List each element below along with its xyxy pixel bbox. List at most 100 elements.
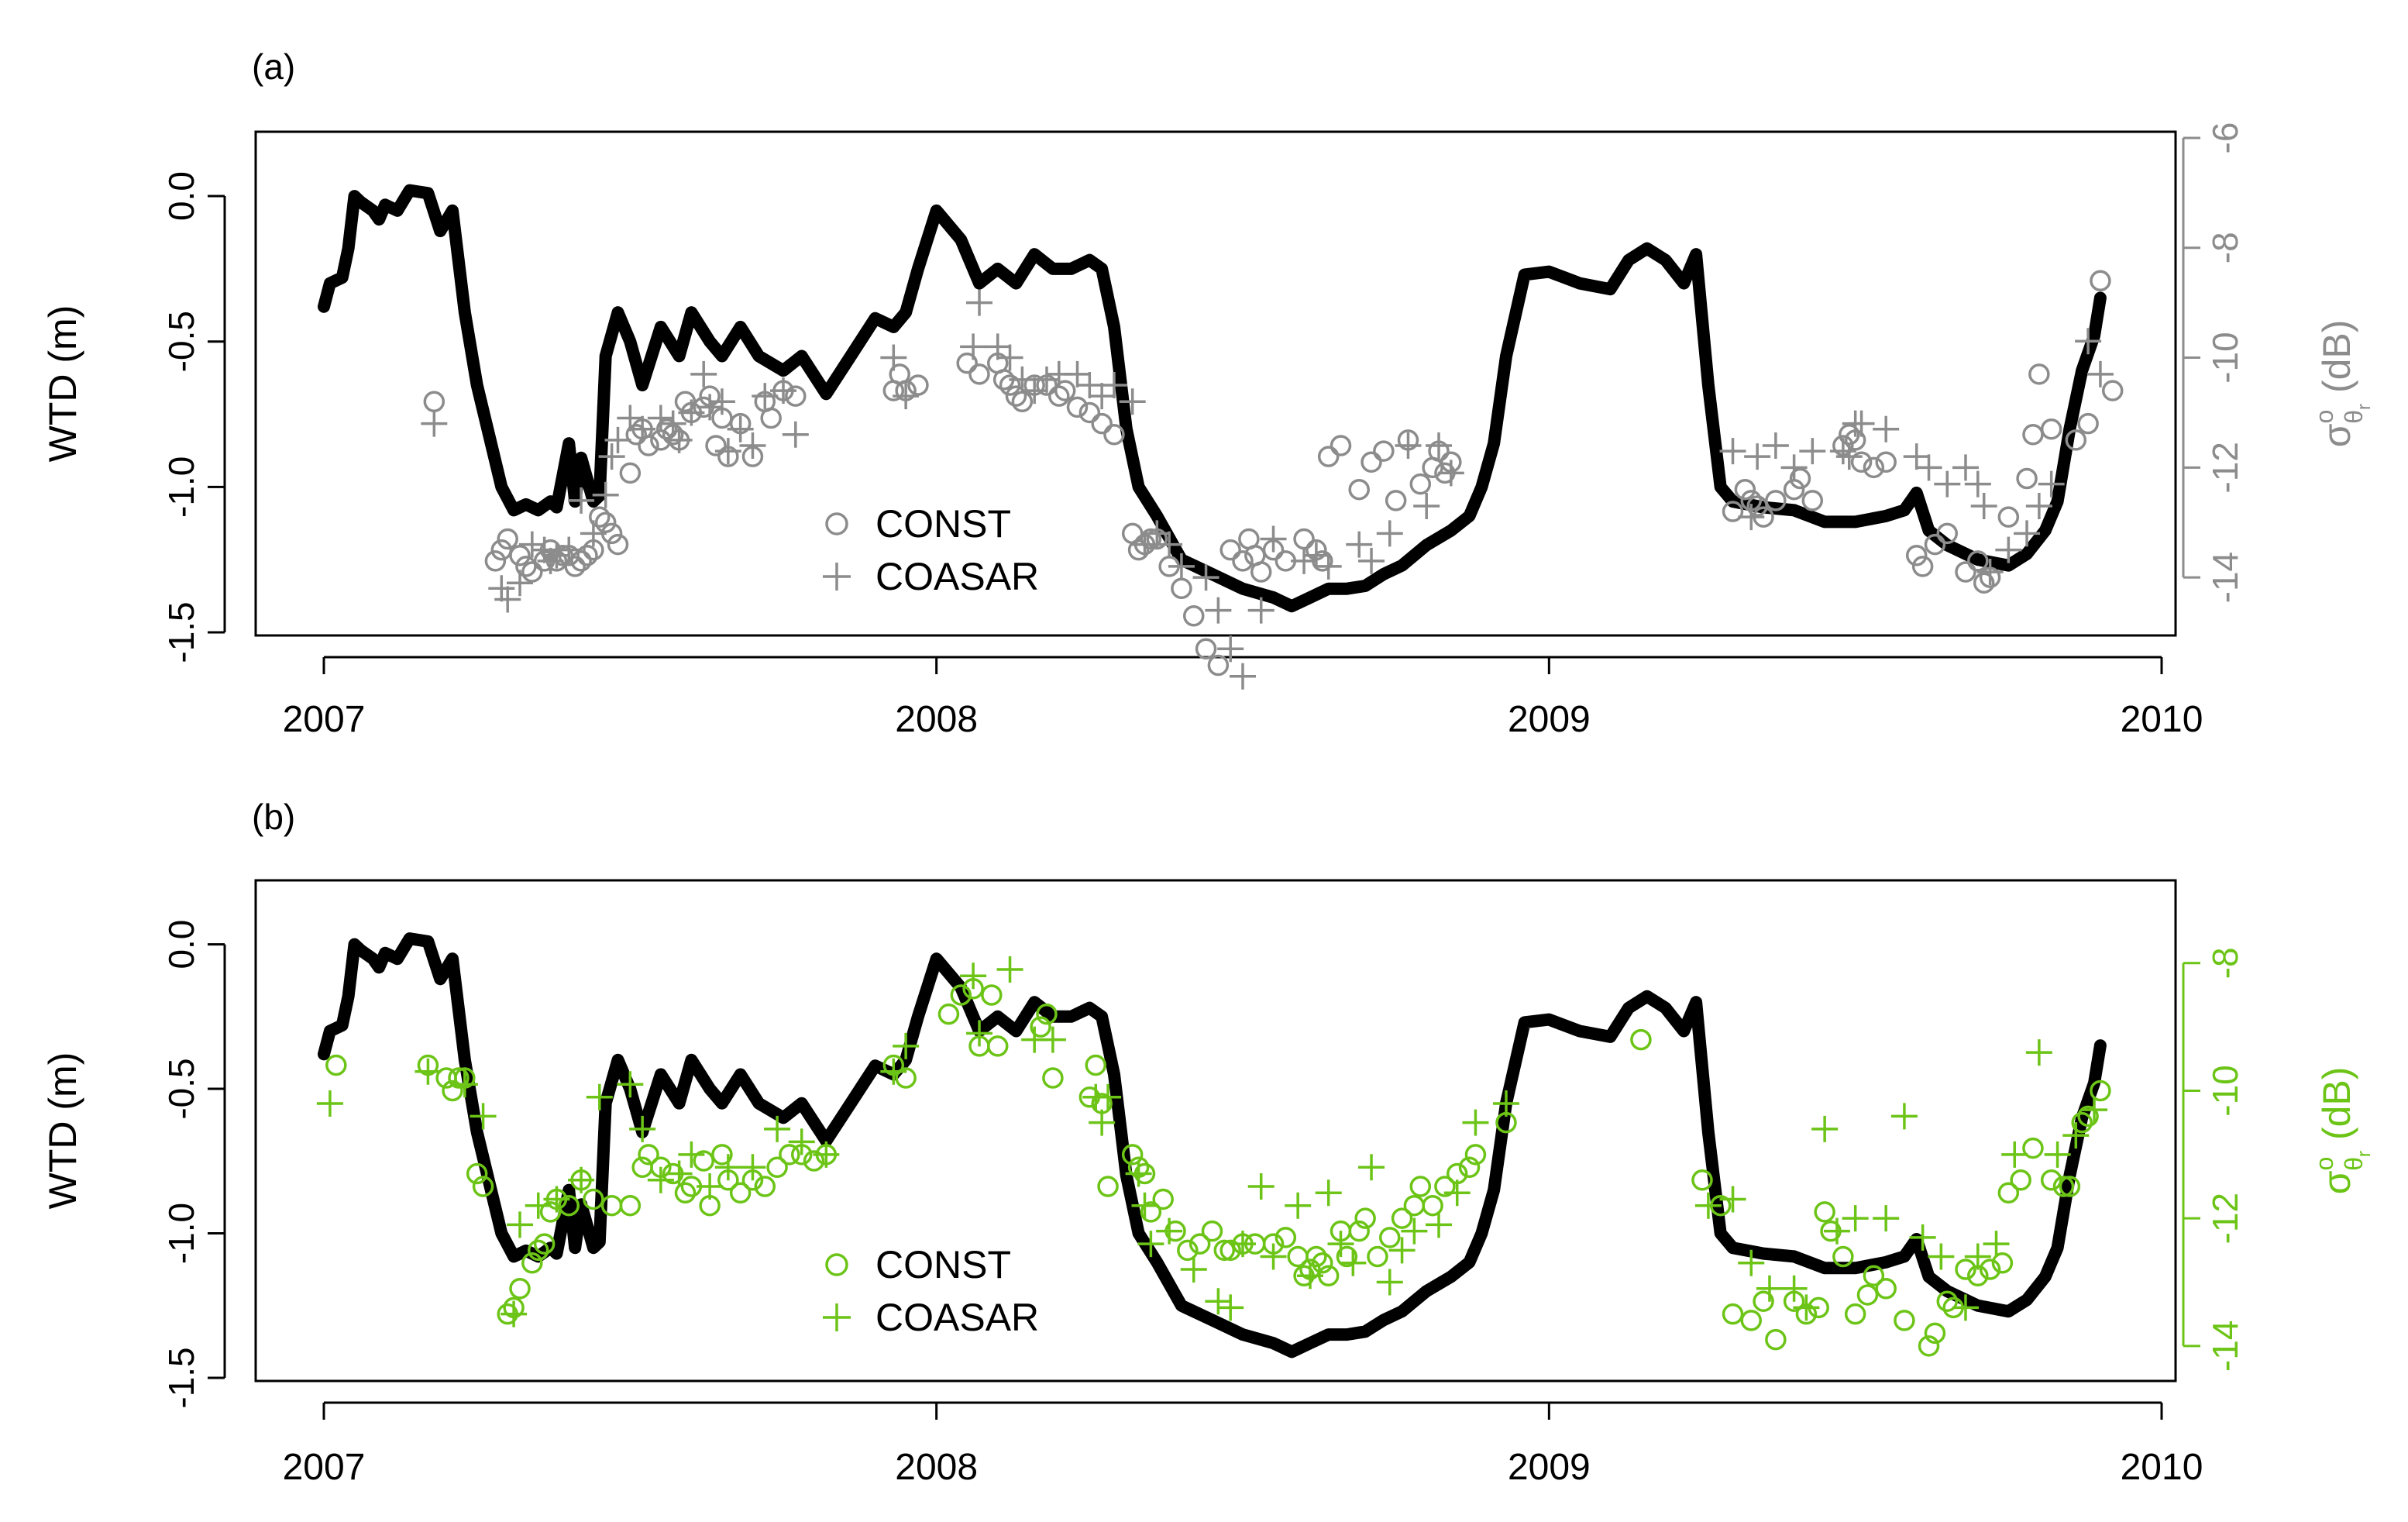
point-coasar — [739, 1154, 766, 1181]
point-coasar — [1873, 415, 1900, 442]
legend-const-symbol — [825, 512, 848, 535]
point-const — [1753, 1290, 1774, 1312]
point-const — [2022, 1137, 2044, 1159]
point-coasar — [586, 1083, 613, 1111]
point-coasar — [556, 536, 583, 563]
point-coasar — [647, 1166, 674, 1193]
point-coasar — [1346, 531, 1373, 558]
point-coasar — [2014, 520, 2041, 547]
point-coasar — [415, 1058, 442, 1085]
point-coasar — [1970, 492, 1997, 519]
point-const — [2090, 270, 2111, 292]
point-coasar — [421, 410, 448, 437]
point-coasar — [678, 399, 705, 426]
x-tick-label: 2009 — [1508, 1447, 1591, 1488]
point-coasar — [1131, 531, 1158, 558]
point-const — [472, 1176, 494, 1197]
y-tick-left-label: -0.5 — [161, 1058, 201, 1119]
point-coasar — [501, 1300, 528, 1327]
point-const — [1201, 1220, 1223, 1242]
point-const — [2028, 363, 2050, 385]
point-const — [1275, 1227, 1297, 1248]
point-coasar — [1119, 388, 1146, 415]
point-coasar — [996, 344, 1023, 371]
point-const — [509, 545, 531, 566]
point-const — [576, 545, 598, 566]
point-coasar — [2062, 1122, 2090, 1149]
x-tick-label: 2007 — [283, 699, 366, 740]
point-const — [1722, 1303, 1744, 1325]
point-coasar — [1744, 443, 1771, 470]
point-coasar — [1260, 1243, 1287, 1270]
point-const — [729, 1182, 752, 1203]
point-coasar — [1437, 460, 1464, 487]
point-coasar — [1719, 438, 1746, 465]
point-coasar — [1217, 1294, 1244, 1321]
point-const — [1997, 1182, 2020, 1203]
point-coasar — [678, 1141, 705, 1168]
point-const — [1348, 1220, 1370, 1242]
point-const — [1091, 412, 1113, 435]
point-const — [1844, 1303, 1866, 1325]
point-coasar — [1376, 520, 1403, 547]
point-coasar — [697, 394, 724, 421]
point-coasar — [727, 415, 754, 442]
point-coasar — [1131, 1192, 1158, 1219]
point-const — [325, 1054, 347, 1076]
point-const — [785, 385, 807, 407]
point-coasar — [1137, 1231, 1164, 1258]
x-tick-label: 2007 — [283, 1447, 366, 1488]
point-coasar — [1358, 547, 1385, 574]
point-coasar — [966, 1020, 993, 1047]
point-coasar — [1462, 1109, 1489, 1136]
point-coasar — [1395, 432, 1422, 459]
point-const — [1918, 1335, 1940, 1357]
point-coasar — [1976, 559, 2004, 586]
point-coasar — [1205, 597, 1232, 624]
point-coasar — [1426, 1211, 1453, 1238]
point-const — [1911, 556, 1934, 577]
point-const — [1317, 446, 1340, 467]
point-const — [956, 352, 978, 374]
y-axis-left-title: WTD (m) — [41, 305, 84, 463]
point-coasar — [2038, 470, 2065, 498]
point-coasar — [813, 1141, 840, 1168]
point-const — [521, 1252, 543, 1274]
point-const — [1863, 456, 1885, 479]
y-tick-left-label: -1.5 — [161, 601, 201, 663]
point-const — [1391, 1207, 1413, 1229]
point-const — [558, 1194, 580, 1217]
point-const — [2071, 1111, 2093, 1134]
point-coasar — [1388, 1237, 1416, 1264]
point-const — [2077, 412, 2099, 435]
panel-a: (a) 2007 2008 2009 2010 -1.5 -1.0 -0.5 0.0 WTD (m… — [41, 46, 2375, 740]
point-const — [2052, 1176, 2075, 1197]
x-tick-label: 2010 — [2121, 699, 2203, 740]
point-coasar — [543, 1186, 570, 1213]
point-coasar — [1780, 454, 1808, 481]
point-coasar — [1156, 531, 1183, 558]
point-const — [803, 1150, 825, 1172]
point-coasar — [1095, 1083, 1122, 1111]
point-const — [1409, 473, 1432, 495]
point-const — [564, 556, 586, 577]
point-coasar — [1376, 1269, 1403, 1296]
point-const — [1385, 490, 1407, 511]
point-coasar — [697, 1172, 724, 1200]
point-coasar — [1039, 1026, 1066, 1053]
point-coasar — [1089, 383, 1116, 410]
point-const — [711, 1144, 733, 1166]
point-coasar — [580, 520, 607, 547]
point-const — [509, 1277, 531, 1300]
point-coasar — [1780, 1275, 1808, 1302]
point-const — [1434, 1176, 1456, 1197]
point-const — [1789, 467, 1811, 490]
point-const — [1066, 396, 1089, 418]
point-const — [986, 1035, 1009, 1057]
point-const — [583, 1188, 604, 1210]
point-const — [1691, 1169, 1713, 1191]
point-coasar — [1823, 1217, 1850, 1245]
point-coasar — [1125, 1160, 1152, 1187]
point-const — [1054, 380, 1076, 401]
point-const — [1991, 1252, 2014, 1274]
